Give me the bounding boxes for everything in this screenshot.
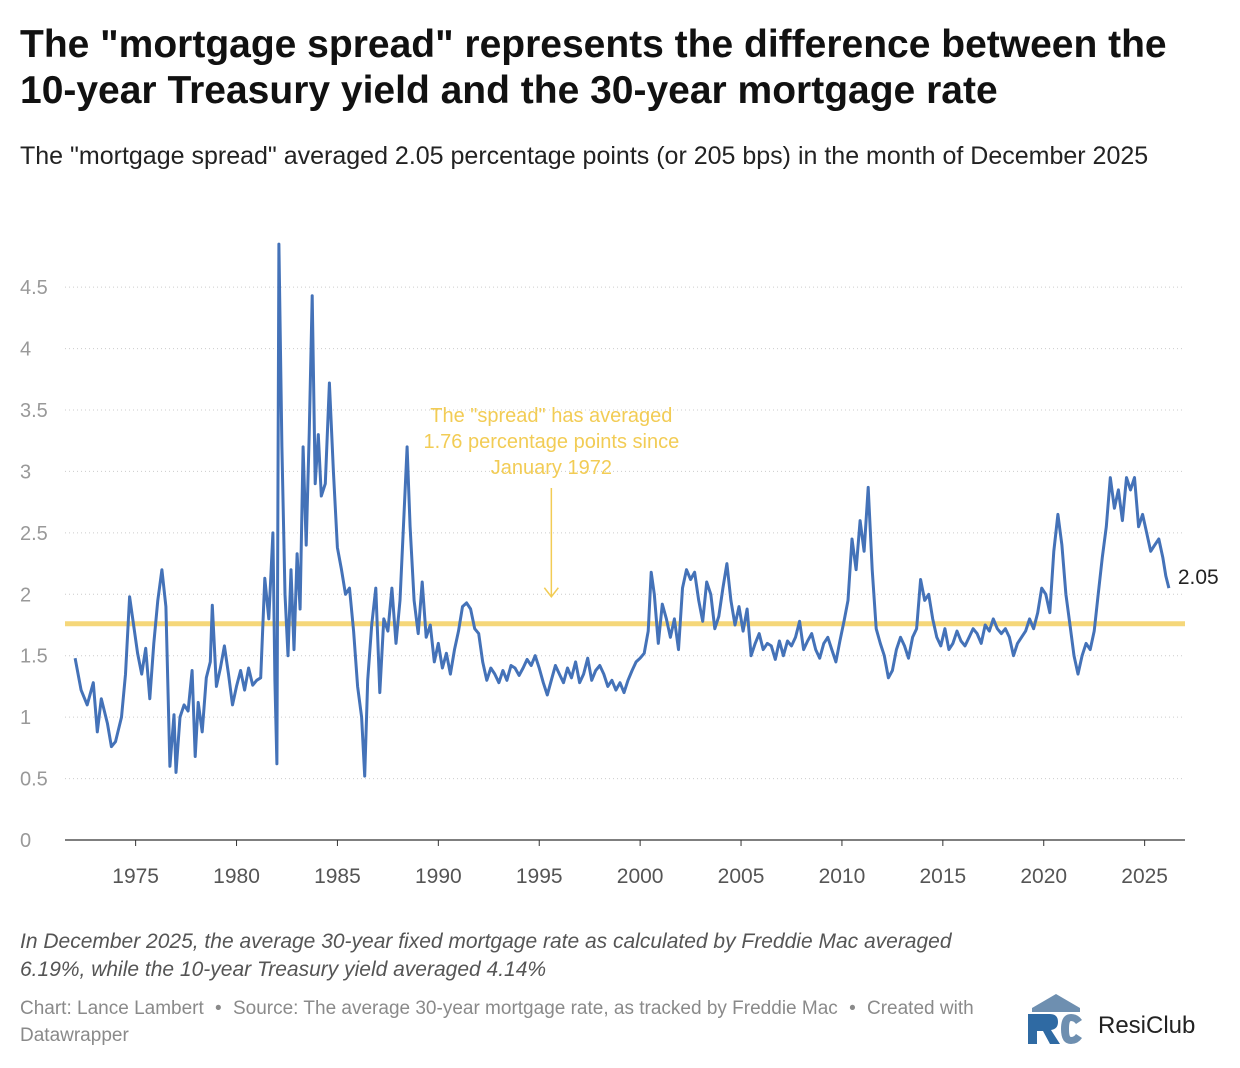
y-tick-label: 1 [20, 707, 31, 729]
x-tick-label: 1985 [314, 865, 361, 888]
x-tick-label: 1980 [213, 865, 260, 888]
annotation-text-line: January 1972 [491, 457, 612, 479]
x-tick-label: 1995 [516, 865, 563, 888]
x-axis-tick-labels: 1975 1980 1985 1990 1995 2000 2005 2010 2015 2020… [112, 865, 1168, 888]
credit-tool: Created with Datawrapper [20, 998, 974, 1046]
x-tick-label: 2020 [1020, 865, 1067, 888]
chart-notes: In December 2025, the average 30-year fi… [20, 930, 952, 981]
average-annotation: The "spread" has averaged 1.76 percentage… [423, 405, 679, 598]
y-tick-label: 3 [20, 461, 31, 483]
resiclub-logo: ResiClub [1024, 990, 1224, 1048]
x-tick-label: 2005 [718, 865, 765, 888]
annotation-arrowhead [543, 587, 559, 598]
credit-source: Source: The average 30-year mortgage rat… [232, 998, 838, 1019]
y-tick-label: 0.5 [20, 769, 48, 791]
x-tick-label: 2025 [1121, 865, 1168, 888]
x-tick-label: 1975 [112, 865, 159, 888]
y-tick-label: 4.5 [20, 277, 48, 299]
brand-name: ResiClub [1098, 1012, 1196, 1039]
x-tick-label: 2000 [617, 865, 664, 888]
annotation-text-line: The "spread" has averaged [430, 405, 672, 427]
x-axis [65, 839, 1185, 846]
y-tick-label: 2 [20, 584, 31, 606]
y-axis-tick-labels: 0 0.5 1 1.5 2 2.5 3 3.5 4 4.5 [20, 277, 48, 852]
credit-author: Chart: Lance Lambert [20, 998, 204, 1019]
chart-title: The "mortgage spread" represents the dif… [20, 23, 1167, 112]
credit-separator: • [215, 998, 222, 1019]
y-tick-label: 0 [20, 830, 31, 852]
y-axis-gridlines [65, 286, 1185, 780]
x-tick-label: 2015 [919, 865, 966, 888]
x-tick-label: 1990 [415, 865, 462, 888]
chart-subtitle: The "mortgage spread" averaged 2.05 perc… [20, 142, 1149, 170]
chart-credits: Chart: Lance Lambert • Source: The avera… [20, 995, 980, 1049]
annotation-text-line: 1.76 percentage points since [423, 431, 679, 453]
resiclub-logo-icon [1028, 994, 1082, 1044]
y-tick-label: 3.5 [20, 400, 48, 422]
y-tick-label: 2.5 [20, 523, 48, 545]
y-tick-label: 4 [20, 339, 31, 361]
spread-series-line [73, 242, 1171, 778]
x-tick-label: 2010 [819, 865, 866, 888]
credit-separator: • [849, 998, 856, 1019]
line-chart: 0 0.5 1 1.5 2 2.5 3 3.5 4 4.5 1975 1980 1985 1990 199… [20, 242, 1219, 888]
end-value-label: 2.05 [1178, 566, 1219, 589]
y-tick-label: 1.5 [20, 646, 48, 668]
